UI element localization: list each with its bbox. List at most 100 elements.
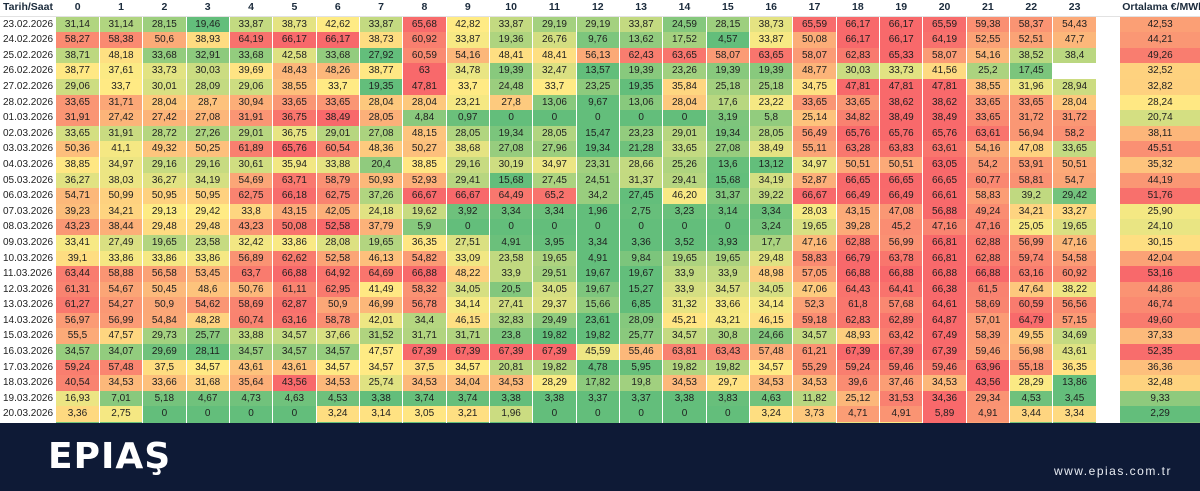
price-cell: 33,9 <box>662 281 707 298</box>
price-cell: 19,67 <box>619 266 664 282</box>
price-cell: 50,6 <box>142 32 187 48</box>
price-cell: 55,5 <box>56 328 100 345</box>
row-date: 27.02.2026 <box>0 78 56 95</box>
price-cell: 48,26 <box>316 63 360 79</box>
price-cell: 3,93 <box>706 234 751 251</box>
price-cell: 63,61 <box>966 125 1011 142</box>
price-cell: 34,57 <box>316 344 360 360</box>
price-cell: 29,51 <box>532 266 577 282</box>
price-cell: 62,62 <box>272 250 317 267</box>
price-cell: 47,57 <box>359 344 404 360</box>
price-cell: 46,15 <box>749 312 794 329</box>
price-cell: 23,21 <box>446 94 490 111</box>
gap-cell <box>1096 390 1121 407</box>
gap-cell <box>1096 78 1121 95</box>
table-row: 23.02.2026 31,14 31,14 28,15 19,46 33,87 38,73… <box>0 16 1200 33</box>
price-cell: 57,48 <box>749 344 794 360</box>
price-cell: 63,42 <box>879 328 924 345</box>
table-row: 15.03.2026 55,5 47,57 29,73 25,77 33,88 34,57 3… <box>0 328 1200 345</box>
price-cell: 25,74 <box>359 375 404 391</box>
price-cell: 1,96 <box>489 406 534 423</box>
price-cell: 24,48 <box>489 78 534 95</box>
price-cell: 56,88 <box>922 203 967 220</box>
row-average: 42,53 <box>1120 16 1200 33</box>
row-date: 17.03.2026 <box>0 359 56 376</box>
price-cell: 62,95 <box>316 281 360 298</box>
price-cell: 19,8 <box>619 375 664 391</box>
price-cell: 29,7 <box>706 375 751 391</box>
hour-header: 15 <box>706 0 750 17</box>
table-row: 16.03.2026 34,57 34,07 29,69 28,11 34,57 34,57… <box>0 344 1200 360</box>
gap-cell <box>1096 203 1121 220</box>
table-row: 04.03.2026 38,85 34,97 29,16 29,16 30,61 35,94… <box>0 156 1200 173</box>
price-cell: 28,7 <box>186 94 230 111</box>
price-cell: 63,96 <box>966 359 1011 376</box>
price-cell: 29,16 <box>446 156 490 173</box>
price-cell: 32,91 <box>186 47 230 64</box>
price-cell: 38,49 <box>316 110 360 126</box>
price-cell: 50,51 <box>836 156 881 173</box>
price-cell: 63,61 <box>922 141 967 157</box>
price-cell: 50,95 <box>142 188 187 204</box>
hour-header: 4 <box>229 0 273 17</box>
price-cell: 38,93 <box>186 32 230 48</box>
row-date: 10.03.2026 <box>0 250 56 267</box>
price-cell: 34,14 <box>446 297 490 313</box>
price-cell: 65,33 <box>879 47 924 64</box>
price-cell: 34,21 <box>99 203 144 220</box>
price-cell: 0 <box>619 406 664 423</box>
price-cell: 66,79 <box>836 250 881 267</box>
price-cell: 43,56 <box>272 375 317 391</box>
price-cell: 33,86 <box>186 250 230 267</box>
price-cell: 50,99 <box>99 188 144 204</box>
price-cell: 3,36 <box>56 406 100 423</box>
price-cell: 54,43 <box>1052 16 1097 33</box>
price-cell: 4,73 <box>229 390 274 407</box>
price-cell: 34,53 <box>792 375 837 391</box>
price-cell: 53,91 <box>1009 156 1054 173</box>
row-average: 28,24 <box>1120 94 1200 111</box>
price-cell: 61,8 <box>836 297 881 313</box>
price-cell: 66,65 <box>836 172 881 189</box>
price-cell: 66,65 <box>879 172 924 189</box>
table-body: 23.02.2026 31,14 31,14 28,15 19,46 33,87 38,73… <box>0 16 1200 485</box>
gap-header <box>1096 0 1121 17</box>
price-cell: 31,72 <box>1009 110 1054 126</box>
price-cell: 65,59 <box>792 16 837 33</box>
price-cell: 19,39 <box>749 63 794 79</box>
price-cell: 0 <box>532 406 577 423</box>
price-cell: 29,69 <box>142 344 187 360</box>
price-cell: 17,82 <box>576 375 620 391</box>
website-link[interactable]: www.epias.com.tr <box>1053 464 1172 478</box>
price-cell: 35,84 <box>662 78 707 95</box>
price-cell: 29,16 <box>142 156 187 173</box>
price-cell: 28,29 <box>1009 375 1054 391</box>
price-cell: 42,82 <box>446 16 490 33</box>
price-cell: 3,14 <box>706 203 751 220</box>
price-cell: 33,66 <box>142 375 187 391</box>
price-cell: 34,97 <box>792 156 837 173</box>
price-cell: 46,99 <box>359 297 404 313</box>
price-cell: 55,11 <box>792 141 837 157</box>
price-cell: 55,46 <box>619 344 664 360</box>
price-cell: 23,26 <box>662 63 707 79</box>
price-cell: 62,75 <box>316 188 360 204</box>
price-cell: 60,59 <box>1009 297 1054 313</box>
price-cell: 59,38 <box>966 16 1011 33</box>
row-date: 14.03.2026 <box>0 312 56 329</box>
price-cell: 34,05 <box>446 281 490 298</box>
price-cell: 62,89 <box>879 312 924 329</box>
price-cell: 54,16 <box>966 47 1011 64</box>
price-cell: 4,53 <box>1009 390 1054 407</box>
price-cell: 47,16 <box>792 234 837 251</box>
price-cell: 15,47 <box>576 125 620 142</box>
price-cell: 21,28 <box>619 141 664 157</box>
hour-header: 6 <box>316 0 360 17</box>
price-cell: 33,65 <box>272 94 317 111</box>
price-cell: 66,67 <box>446 188 490 204</box>
row-date: 13.03.2026 <box>0 297 56 313</box>
price-cell: 56,56 <box>1052 297 1097 313</box>
price-cell: 3,38 <box>359 390 404 407</box>
price-cell: 13,06 <box>532 94 577 111</box>
